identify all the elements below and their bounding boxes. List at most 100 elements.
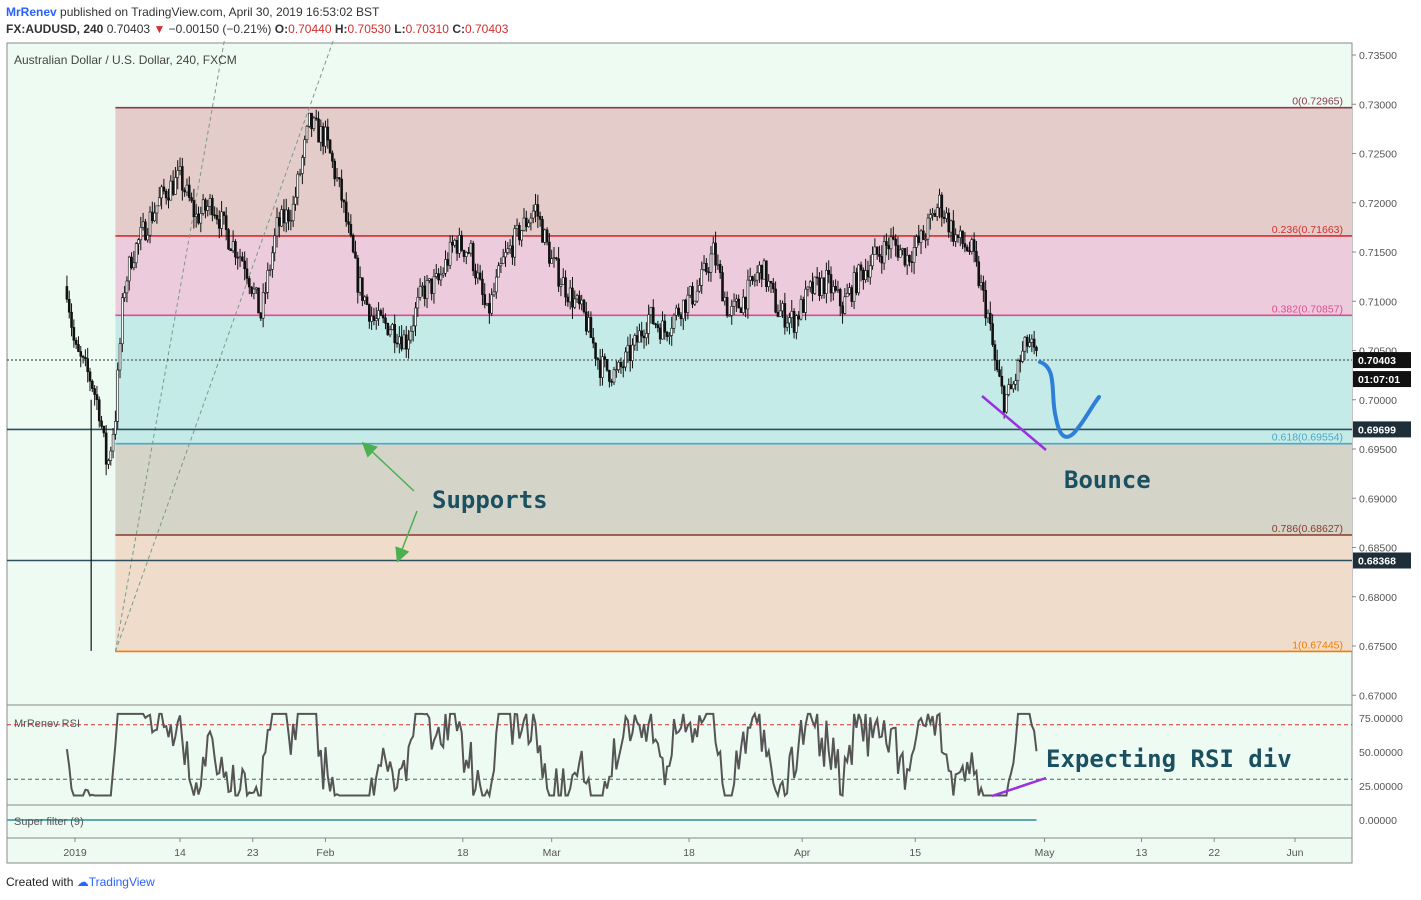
- candle-body: [575, 295, 579, 300]
- candle-body: [368, 304, 371, 322]
- candle-body: [411, 325, 415, 332]
- candle-body: [621, 366, 625, 369]
- candle-body: [513, 228, 517, 258]
- fib-label-0: 0(0.72965): [1292, 96, 1343, 108]
- candle-body: [737, 298, 740, 309]
- candle-body: [277, 217, 281, 227]
- last-price: 0.70403: [106, 22, 151, 36]
- candle-body: [679, 314, 683, 320]
- fib-zone-4: [115, 534, 1353, 652]
- candle-body: [755, 272, 759, 281]
- candle-body: [587, 317, 590, 332]
- candle-body: [377, 310, 380, 320]
- candle-body: [204, 199, 207, 211]
- candle-body: [206, 206, 210, 211]
- price-axis[interactable]: 0.73500 0.73000 0.72500 0.72000 0.71500 0.710…: [1352, 50, 1411, 827]
- candle-body: [109, 450, 113, 461]
- candle-body: [524, 217, 528, 228]
- candle-body: [125, 280, 129, 294]
- candle-body: [790, 311, 794, 319]
- low-value: 0.70310: [405, 22, 449, 36]
- candle-body: [448, 241, 452, 266]
- candle-body: [947, 212, 951, 233]
- price-tick-label: 0.70000: [1359, 395, 1397, 407]
- candle-body: [850, 287, 854, 302]
- candle-body: [72, 327, 76, 341]
- candle-body: [70, 311, 73, 328]
- fib-label-4: 0.786(0.68627): [1272, 523, 1343, 535]
- candle-body: [702, 262, 706, 270]
- candle-body: [294, 196, 297, 205]
- candle-body: [571, 287, 574, 308]
- candle-body: [889, 236, 893, 250]
- candle-body: [381, 315, 385, 319]
- candle-body: [65, 286, 69, 300]
- candle-body: [284, 209, 288, 224]
- price-tick-label: 0.73500: [1359, 50, 1397, 62]
- candle-body: [409, 330, 413, 341]
- time-tick-label: Feb: [316, 847, 334, 859]
- candle-body: [608, 370, 611, 382]
- candle-body: [760, 264, 764, 280]
- candle-body: [711, 242, 715, 255]
- support-lines: [7, 359, 1352, 562]
- candle-body: [428, 278, 431, 281]
- candle-body: [476, 272, 480, 279]
- footer: Created with ☁TradingView: [6, 875, 155, 889]
- candle-body: [1028, 342, 1031, 347]
- candle-body: [254, 287, 258, 290]
- tradingview-brand[interactable]: TradingView: [88, 875, 155, 889]
- candle-body: [340, 178, 343, 201]
- candle-body: [234, 241, 237, 258]
- candle-body: [654, 323, 657, 326]
- candle-body: [628, 345, 632, 362]
- candle-body: [529, 217, 533, 224]
- time-tick-label: 18: [683, 847, 695, 859]
- candle-body: [825, 270, 828, 294]
- time-axis[interactable]: 2019 14 23 Feb 18 Mar 18 Apr 15 May 13 22 Jun: [63, 838, 1304, 859]
- candle-body: [898, 249, 902, 258]
- candle-body: [97, 399, 101, 422]
- candle-body: [217, 219, 221, 229]
- fan-line-1: [114, 40, 225, 652]
- candle-body: [991, 323, 994, 345]
- candle-body: [245, 268, 249, 279]
- author-link[interactable]: MrRenev: [6, 5, 57, 19]
- candle-body: [852, 272, 856, 302]
- candle-body: [488, 303, 491, 314]
- candle-body: [441, 272, 445, 276]
- bounce-annotation: Bounce: [1064, 466, 1151, 494]
- candle-body: [815, 276, 819, 279]
- candle-body: [1014, 380, 1017, 385]
- candle-body: [326, 126, 330, 141]
- candle-body: [501, 256, 505, 264]
- candle-body: [324, 126, 327, 147]
- candle-body: [802, 299, 805, 313]
- candle-body: [374, 318, 378, 321]
- candle-body: [797, 315, 800, 320]
- candle-body: [485, 303, 489, 306]
- candle-body: [402, 334, 406, 350]
- candle-body: [213, 214, 216, 217]
- close-label: C:: [452, 22, 465, 36]
- candle-body: [174, 177, 177, 195]
- candle-body: [838, 289, 842, 307]
- bar-countdown-tag: [1353, 371, 1411, 388]
- filter-title: Super filter (9): [14, 816, 84, 828]
- candle-body: [141, 221, 145, 228]
- tradingview-logo-icon[interactable]: ☁: [76, 875, 89, 889]
- candle-body: [144, 221, 147, 241]
- price-tick-label: 0.67000: [1359, 690, 1397, 702]
- candle-body: [372, 315, 376, 321]
- candle-body: [333, 160, 336, 180]
- candle-body: [675, 307, 678, 316]
- candle-body: [194, 213, 198, 218]
- candle-body: [531, 210, 535, 219]
- candle-body: [481, 278, 484, 295]
- candle-body: [190, 197, 193, 201]
- candle-body: [868, 265, 872, 278]
- candle-body: [153, 212, 156, 222]
- candle-body: [656, 324, 660, 329]
- candle-body: [134, 243, 138, 264]
